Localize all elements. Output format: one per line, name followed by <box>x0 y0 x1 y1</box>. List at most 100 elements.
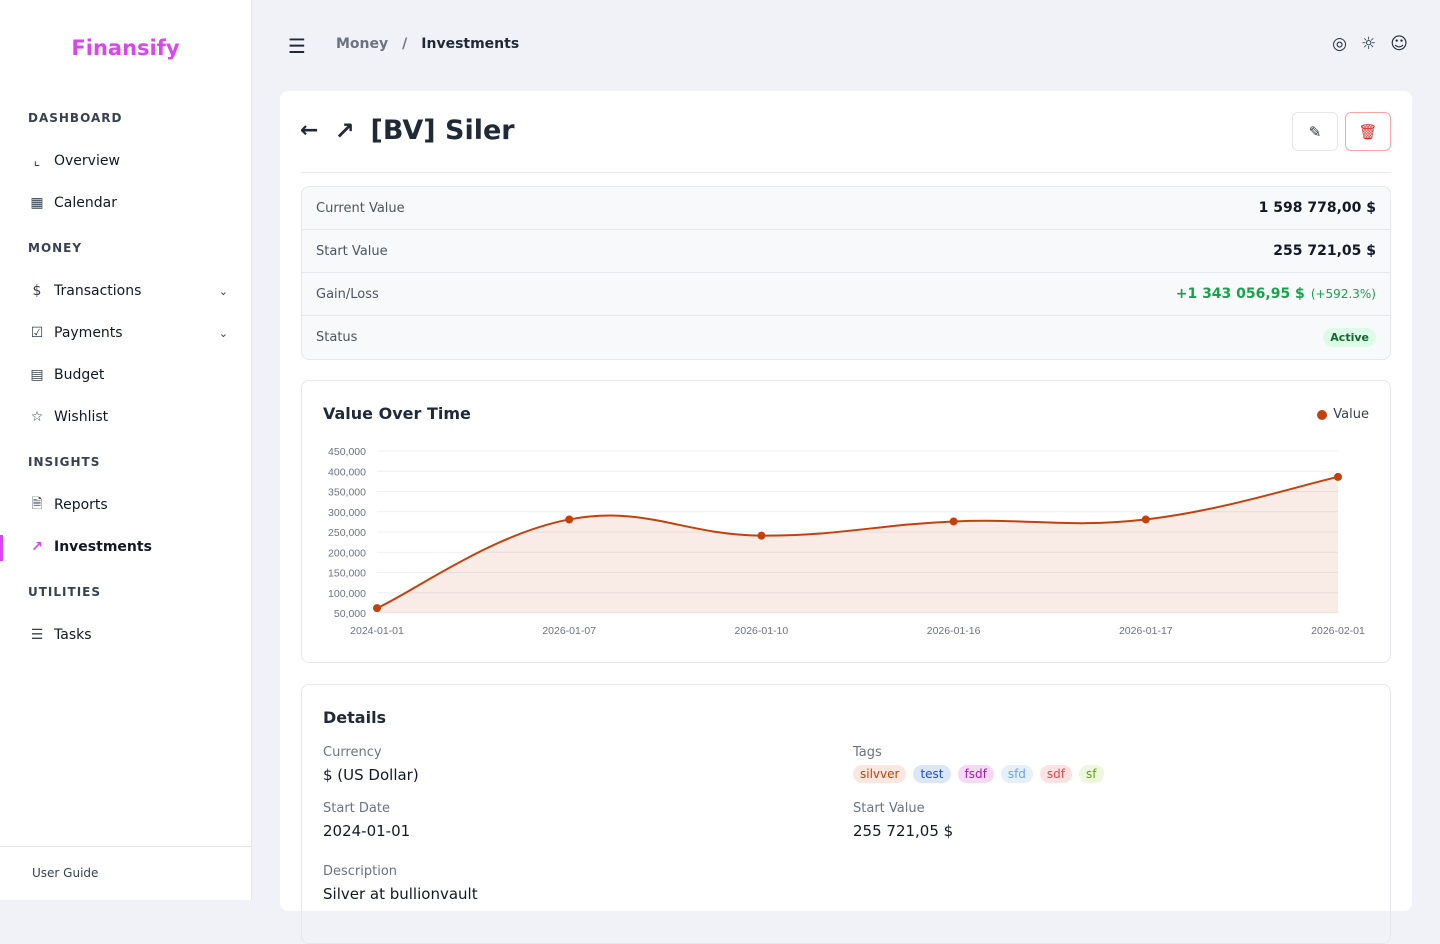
star-icon: ☆ <box>30 409 44 425</box>
chart-icon: ⌞ <box>33 153 41 169</box>
tag: sdf <box>1039 765 1073 783</box>
data-point[interactable] <box>1334 472 1342 481</box>
tag: fsdf <box>957 765 994 783</box>
gain-loss-row: Gain/Loss +1 343 056,95 $ (+592.3%) <box>302 273 1390 316</box>
y-tick-label: 300,000 <box>328 507 366 519</box>
y-tick-label: 200,000 <box>328 547 366 559</box>
start-value-value: 255 721,05 $ <box>853 822 954 840</box>
x-tick-label: 2026-02-01 <box>1311 625 1365 637</box>
trending-up-icon: ↗ <box>31 539 43 555</box>
label: Budget <box>54 367 105 383</box>
target-icon[interactable]: ◎ <box>1332 34 1348 54</box>
document-icon: 🗎 <box>31 496 43 512</box>
label: Status <box>316 330 358 345</box>
data-point[interactable] <box>757 531 766 540</box>
current-value-row: Current Value 1 598 778,00 $ <box>302 187 1390 230</box>
dollar-icon: $ <box>32 283 42 299</box>
user-icon[interactable]: ☺ <box>1390 34 1408 54</box>
edit-button[interactable]: ✎ <box>1292 112 1338 151</box>
label: Current Value <box>316 200 405 216</box>
y-tick-label: 350,000 <box>328 487 366 499</box>
section-insights: INSIGHTS <box>28 455 101 469</box>
data-point[interactable] <box>949 517 958 526</box>
y-tick-label: 100,000 <box>328 588 366 600</box>
start-date-value: 2024-01-01 <box>323 822 411 840</box>
section-money: MONEY <box>28 241 83 255</box>
value: 255 721,05 $ <box>1273 243 1376 259</box>
user-guide-link[interactable]: User Guide <box>0 846 251 900</box>
trash-icon: 🗑 <box>1358 122 1378 141</box>
section-dashboard: DASHBOARD <box>28 111 123 125</box>
value-chart: 450,000 400,000 350,000 300,000 250,000 200,0… <box>328 446 1365 637</box>
label: Gain/Loss <box>316 286 379 302</box>
tags-label: Tags <box>853 745 882 760</box>
description-label: Description <box>323 864 398 879</box>
sidebar-item-reports[interactable]: 🗎 Reports <box>28 490 228 520</box>
sidebar-item-budget[interactable]: ▤ Budget <box>28 360 228 390</box>
x-tick-label: 2026-01-07 <box>542 625 596 637</box>
chart-legend[interactable]: Value <box>1317 407 1369 422</box>
label: Start Value <box>316 243 388 259</box>
divider <box>301 172 1391 173</box>
chart-card: Value Over Time Value 450,000 400,000 350,… <box>301 380 1391 663</box>
menu-icon[interactable]: ☰ <box>288 34 306 58</box>
sidebar-item-calendar[interactable]: ▦ Calendar <box>28 188 228 218</box>
area-fill <box>377 476 1338 613</box>
tag: test <box>913 765 951 783</box>
label: Wishlist <box>54 409 109 425</box>
x-tick-label: 2026-01-17 <box>1119 625 1173 637</box>
status-badge: Active <box>1323 328 1376 347</box>
sidebar-item-tasks[interactable]: ☰ Tasks <box>28 620 228 650</box>
y-tick-label: 50,000 <box>334 608 366 620</box>
breadcrumb: Money / Investments <box>336 36 519 52</box>
tag: sfd <box>1000 765 1033 783</box>
sidebar-item-investments[interactable]: ↗ Investments <box>28 532 228 562</box>
details-title: Details <box>323 708 387 727</box>
data-point[interactable] <box>373 604 381 613</box>
series-line <box>376 475 1339 610</box>
pencil-icon: ✎ <box>1308 122 1322 141</box>
label: Calendar <box>54 195 117 211</box>
label: Reports <box>54 497 108 513</box>
y-tick-label: 250,000 <box>328 527 366 539</box>
chart-title: Value Over Time <box>323 404 471 423</box>
sidebar-item-overview[interactable]: ⌞ Overview <box>28 146 228 176</box>
label: Tasks <box>54 627 92 643</box>
details-card: Details Currency $ (US Dollar) Tags silv… <box>301 684 1391 944</box>
currency-value: $ (US Dollar) <box>323 766 419 784</box>
sidebar: Finansify DASHBOARD ⌞ Overview ▦ Calendar … <box>0 0 252 900</box>
checkbox-icon: ☑ <box>30 325 44 341</box>
breadcrumb-separator: / <box>402 36 408 52</box>
investment-card: ← ↗ [BV] Siler ✎ 🗑 Current Value 1 598 778,… <box>280 91 1412 944</box>
currency-label: Currency <box>323 745 382 760</box>
data-point[interactable] <box>1141 515 1150 524</box>
sun-icon[interactable]: ☼ <box>1361 34 1377 54</box>
value: +1 343 056,95 $ <box>1175 286 1305 302</box>
sidebar-item-payments[interactable]: ☑ Payments ⌄ <box>28 318 228 348</box>
page-title: [BV] Siler <box>370 115 515 146</box>
y-tick-label: 150,000 <box>328 568 366 580</box>
label: Transactions <box>54 283 142 299</box>
description-value: Silver at bullionvault <box>323 885 478 903</box>
status-row: Status Active <box>302 316 1390 359</box>
sidebar-item-wishlist[interactable]: ☆ Wishlist <box>28 402 228 432</box>
label: Overview <box>54 153 120 169</box>
x-tick-label: 2026-01-16 <box>927 625 981 637</box>
start-date-label: Start Date <box>323 801 390 816</box>
chevron-down-icon[interactable]: ⌄ <box>218 326 228 340</box>
legend-swatch <box>1317 409 1328 420</box>
active-indicator <box>0 535 3 561</box>
data-point[interactable] <box>565 515 574 524</box>
trending-up-icon: ↗ <box>334 116 355 145</box>
gain-percent: (+592.3%) <box>1310 287 1376 301</box>
breadcrumb-money[interactable]: Money <box>336 36 389 52</box>
chevron-down-icon[interactable]: ⌄ <box>218 284 228 298</box>
label: Investments <box>54 539 152 555</box>
label: Payments <box>54 325 123 341</box>
tag: silvver <box>853 765 907 783</box>
sidebar-item-transactions[interactable]: $ Transactions ⌄ <box>28 276 228 306</box>
calculator-icon: ▤ <box>30 367 44 383</box>
tags-list: silvver test fsdf sfd sdf sf <box>853 765 1104 783</box>
back-arrow-icon[interactable]: ← <box>300 118 319 143</box>
delete-button[interactable]: 🗑 <box>1345 112 1391 151</box>
